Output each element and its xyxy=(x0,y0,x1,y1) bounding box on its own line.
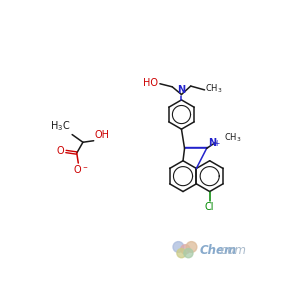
Text: OH: OH xyxy=(94,130,110,140)
Text: +: + xyxy=(213,139,219,148)
Text: $^-$: $^-$ xyxy=(81,164,89,173)
Text: HO: HO xyxy=(143,78,158,88)
Text: .com: .com xyxy=(218,244,247,256)
Text: N: N xyxy=(177,85,185,95)
Text: H$_3$C: H$_3$C xyxy=(50,119,70,133)
Text: O: O xyxy=(57,146,64,156)
Text: O: O xyxy=(74,165,81,175)
Text: CH$_3$: CH$_3$ xyxy=(205,83,223,95)
Text: CH$_3$: CH$_3$ xyxy=(224,131,241,144)
Circle shape xyxy=(184,248,193,258)
Circle shape xyxy=(186,242,197,252)
Text: Chem: Chem xyxy=(200,244,237,256)
Text: Cl: Cl xyxy=(205,202,214,212)
Circle shape xyxy=(181,245,190,254)
Text: N: N xyxy=(208,138,216,148)
Circle shape xyxy=(177,248,186,258)
Circle shape xyxy=(173,242,184,252)
